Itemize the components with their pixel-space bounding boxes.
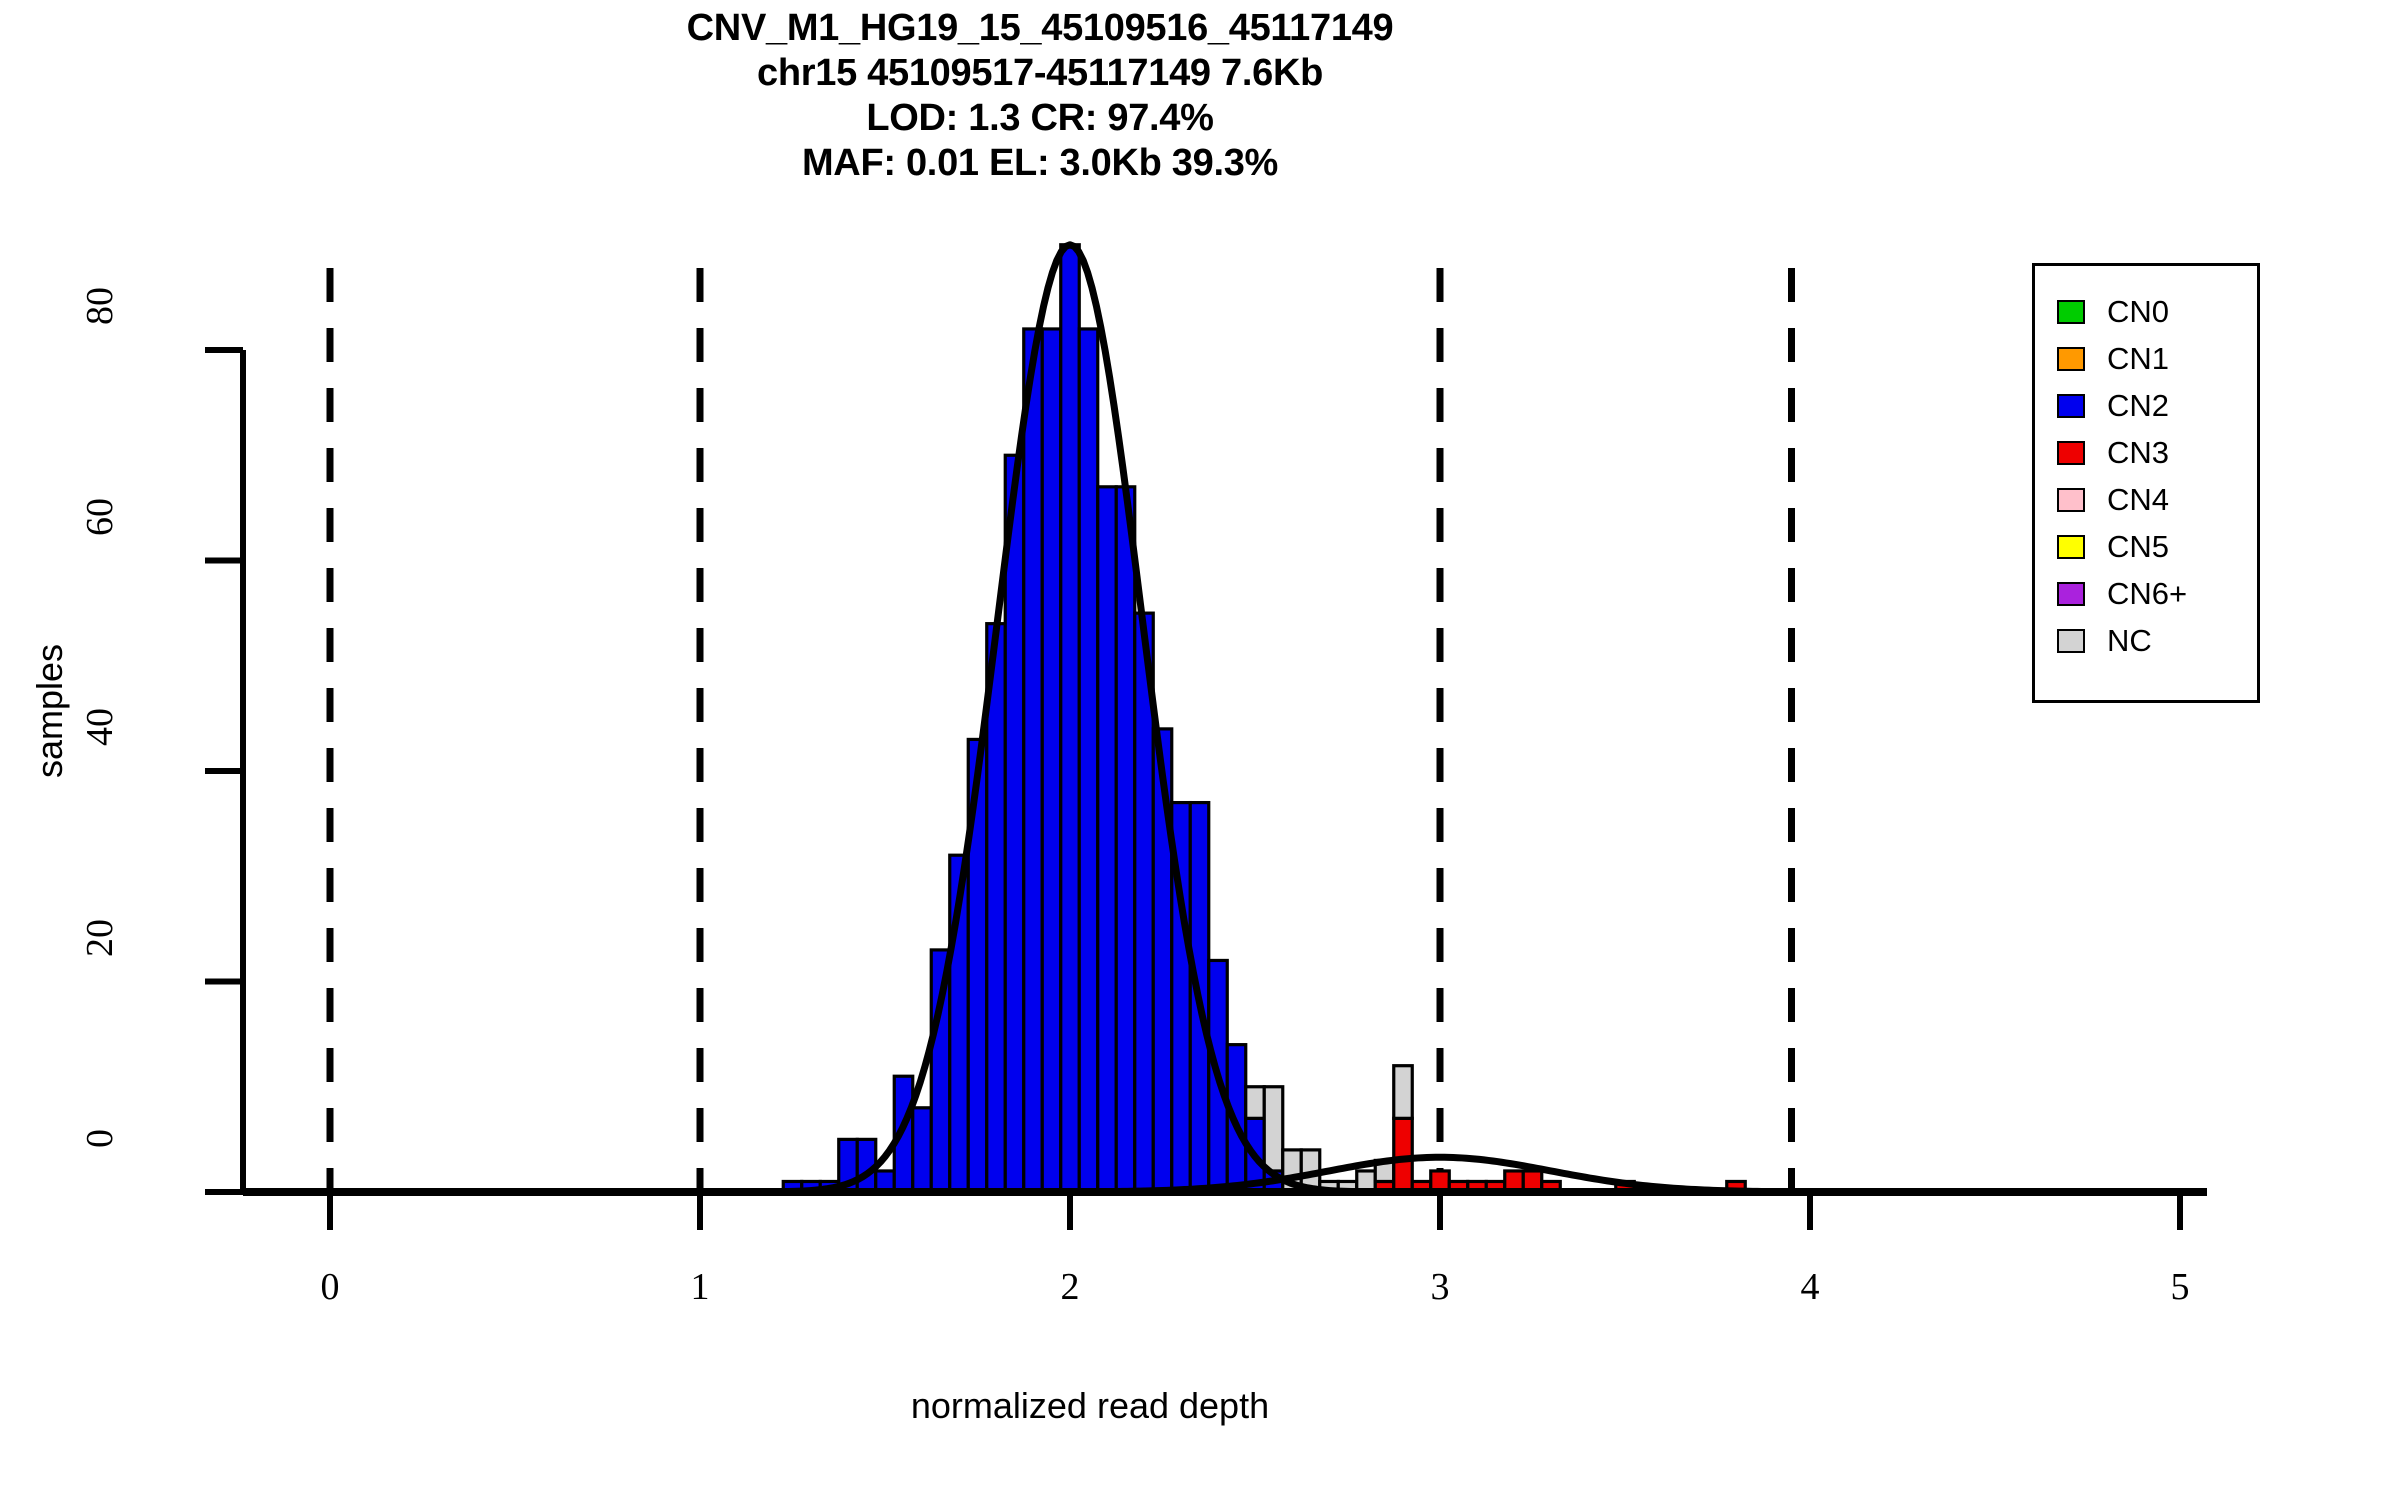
x-axis-title: normalized read depth xyxy=(910,1385,1270,1426)
histogram-bar xyxy=(1392,1064,1414,1120)
histogram-bar xyxy=(1114,485,1137,1194)
x-tick-label-2: 2 xyxy=(1060,1266,1080,1308)
y-tick-label-0: 0 xyxy=(79,1129,121,1148)
legend-item-NC[interactable]: NC xyxy=(2035,617,2257,664)
axes xyxy=(205,347,2207,1230)
histogram-bar xyxy=(1244,1085,1266,1120)
x-tick-label-5: 5 xyxy=(2170,1266,2190,1308)
legend: CN0 CN1 CN2 CN3 CN4 CN5 CN6+ NC xyxy=(2032,263,2260,703)
histogram-bar xyxy=(1262,1085,1285,1173)
histogram-bar xyxy=(1059,243,1081,1194)
legend-swatch-icon-CN5 xyxy=(2057,534,2085,559)
legend-label: NC xyxy=(2107,623,2152,658)
x-tick-label-0: 0 xyxy=(320,1266,340,1308)
legend-item-CN0[interactable]: CN0 xyxy=(2035,288,2257,335)
density-curves xyxy=(326,241,2184,1196)
legend-swatch-icon-NC xyxy=(2057,628,2085,653)
legend-label: CN1 xyxy=(2107,341,2170,376)
legend-item-CN2[interactable]: CN2 xyxy=(2035,382,2257,429)
y-axis-title: samples xyxy=(29,643,70,779)
histogram-bar xyxy=(1077,327,1100,1194)
y-tick-label-60: 60 xyxy=(79,497,121,536)
histogram-bar xyxy=(911,1106,933,1194)
legend-label: CN3 xyxy=(2107,435,2170,470)
legend-item-CN4[interactable]: CN4 xyxy=(2035,476,2257,523)
x-tick-label-1: 1 xyxy=(690,1266,710,1308)
x-tick-label-4: 4 xyxy=(1800,1266,1820,1308)
legend-label: CN0 xyxy=(2107,294,2170,329)
legend-swatch-icon-CN4 xyxy=(2057,487,2085,512)
density-curve-CN2-fit xyxy=(326,241,2184,1196)
x-tick-label-3: 3 xyxy=(1430,1266,1450,1308)
histogram-bar xyxy=(1096,485,1118,1194)
histogram-bar xyxy=(1003,453,1026,1194)
histogram-bar xyxy=(1022,327,1044,1194)
legend-swatch-icon-CN1 xyxy=(2057,346,2085,371)
y-tick-label-40: 40 xyxy=(79,708,121,746)
legend-swatch-icon-CN3 xyxy=(2057,440,2085,465)
legend-label: CN2 xyxy=(2107,388,2170,423)
y-tick-label-80: 80 xyxy=(79,287,121,325)
legend-item-CN6plus[interactable]: CN6+ xyxy=(2035,570,2257,617)
legend-item-CN1[interactable]: CN1 xyxy=(2035,335,2257,382)
y-tick-label-20: 20 xyxy=(79,918,121,957)
legend-item-CN3[interactable]: CN3 xyxy=(2035,429,2257,476)
legend-swatch-icon-CN6plus xyxy=(2057,581,2085,606)
legend-swatch-icon-CN2 xyxy=(2057,393,2085,418)
legend-swatch-icon-CN0 xyxy=(2057,299,2085,324)
legend-label: CN4 xyxy=(2107,482,2170,517)
legend-label: CN5 xyxy=(2107,529,2170,564)
histogram-bar xyxy=(1040,327,1063,1194)
legend-label: CN6+ xyxy=(2107,576,2188,611)
legend-item-CN5[interactable]: CN5 xyxy=(2035,523,2257,570)
